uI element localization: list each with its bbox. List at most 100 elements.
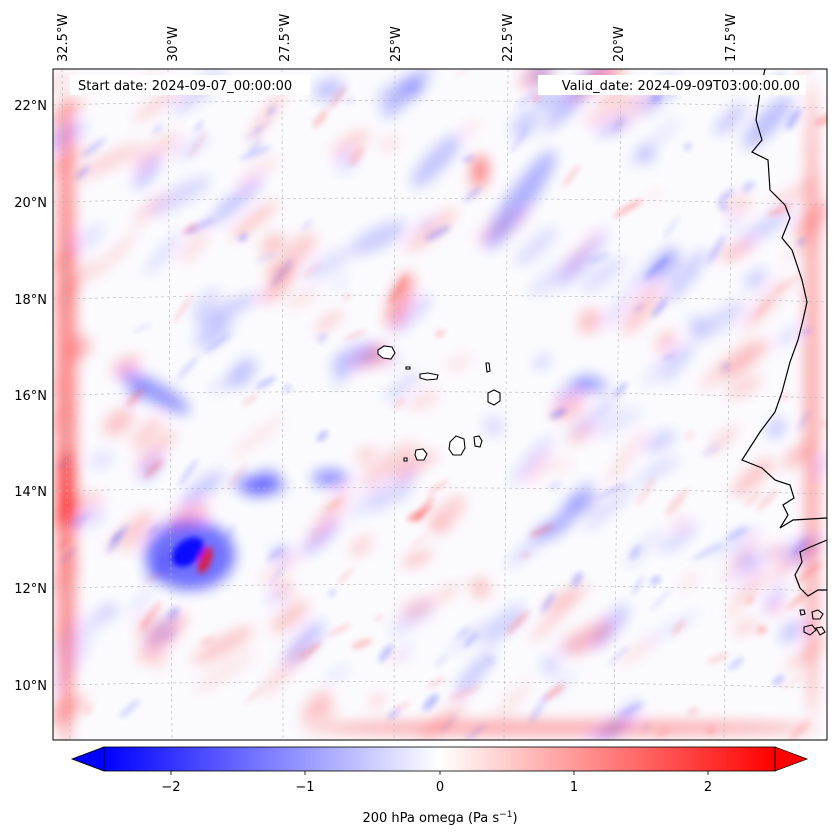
field-streak [643, 723, 650, 732]
field-streak [655, 330, 676, 353]
field-streak [424, 225, 451, 242]
field-streak [583, 482, 638, 532]
field-streak [779, 619, 805, 644]
field-streak [773, 273, 803, 294]
field-streak [484, 150, 556, 250]
field-streak [244, 119, 273, 140]
field-streak [739, 209, 792, 245]
field-streak [255, 252, 277, 263]
field-streak [203, 333, 232, 354]
field-streak [603, 290, 631, 328]
field-streak [236, 155, 280, 188]
field-streak [270, 600, 310, 634]
field-streak [68, 223, 107, 254]
valid-date-label: Valid_date: 2024-09-09T03:00:00.00 [562, 79, 800, 94]
field-streak [669, 514, 690, 528]
field-streak [506, 521, 560, 568]
field-streak [597, 483, 627, 499]
lon-label: 32.5°W [56, 14, 71, 62]
field-streak [679, 571, 698, 591]
field-streak [744, 268, 768, 290]
field-streak [329, 589, 336, 597]
field-streak [728, 545, 778, 587]
field-streak [76, 142, 143, 181]
field-streak [520, 552, 531, 558]
field-streak [480, 603, 525, 647]
bijagos-islands [799, 609, 826, 636]
field-streak [229, 414, 287, 459]
field-streak [732, 457, 774, 497]
field-streak [327, 623, 352, 637]
field-streak [75, 165, 90, 180]
field-streak [801, 328, 812, 335]
field-streak [662, 353, 677, 361]
field-streak [543, 683, 565, 701]
field-streak [144, 459, 164, 478]
field-streak [302, 262, 321, 278]
field-streak [260, 267, 296, 304]
field-streak [819, 420, 827, 428]
lat-label: 18°N [14, 293, 47, 308]
field-streak [409, 512, 425, 522]
field-streak [120, 370, 190, 414]
field-streak [428, 515, 448, 535]
field-streak [725, 374, 763, 400]
field-streak [649, 588, 672, 612]
field-streak [621, 284, 661, 335]
field-streak [349, 146, 364, 166]
lat-label: 10°N [14, 679, 47, 694]
field-streak [172, 294, 193, 324]
field-streak [706, 726, 716, 736]
field-streak [151, 654, 168, 671]
colorbar-body [103, 746, 776, 772]
field-streak [789, 720, 810, 740]
gridlines [53, 69, 827, 740]
field-streak [126, 387, 144, 408]
field-streak [583, 91, 643, 126]
field-streak [359, 441, 419, 488]
field-streak [67, 513, 85, 527]
start-date-box [70, 75, 310, 95]
field-streak [590, 406, 642, 439]
field-streak [130, 589, 151, 617]
field-streak [651, 298, 668, 318]
lon-label: 22.5°W [501, 14, 516, 62]
field-streak [665, 487, 690, 516]
field-streak [189, 128, 208, 159]
field-streak [176, 355, 199, 381]
field-streak [663, 248, 708, 303]
field-streak [753, 297, 773, 320]
field-streak [194, 120, 204, 133]
field-streak [383, 371, 422, 402]
field-streak [549, 408, 567, 419]
field-streak [271, 258, 294, 287]
field-streak [772, 675, 785, 686]
field-streak [440, 713, 458, 734]
field-streak [299, 641, 323, 661]
lon-label: 30°W [166, 26, 181, 62]
field-streak [797, 410, 811, 431]
plot-frame [52, 68, 828, 741]
field-streak [685, 431, 695, 441]
field-streak [485, 656, 495, 666]
field-streak [59, 546, 78, 565]
lat-label: 20°N [14, 196, 47, 211]
field-streak [388, 601, 435, 637]
field-streak [707, 234, 726, 265]
field-streak [763, 583, 787, 612]
field-streak [556, 633, 577, 652]
field-streak [745, 596, 755, 605]
field-streak [671, 618, 686, 636]
field-streak [133, 155, 161, 190]
field-streak [398, 643, 413, 661]
field-streak [144, 231, 183, 277]
field-streak [756, 625, 767, 635]
field-streak [178, 227, 209, 264]
field-streak [660, 340, 696, 384]
colorbar: −2 −1 0 1 2 200 hPa omega (Pa s−1) [70, 746, 809, 826]
field-streak [266, 105, 276, 117]
field-streak [514, 226, 558, 267]
field-streak [410, 533, 428, 547]
field-streak [283, 384, 292, 393]
field-streak [706, 652, 730, 665]
